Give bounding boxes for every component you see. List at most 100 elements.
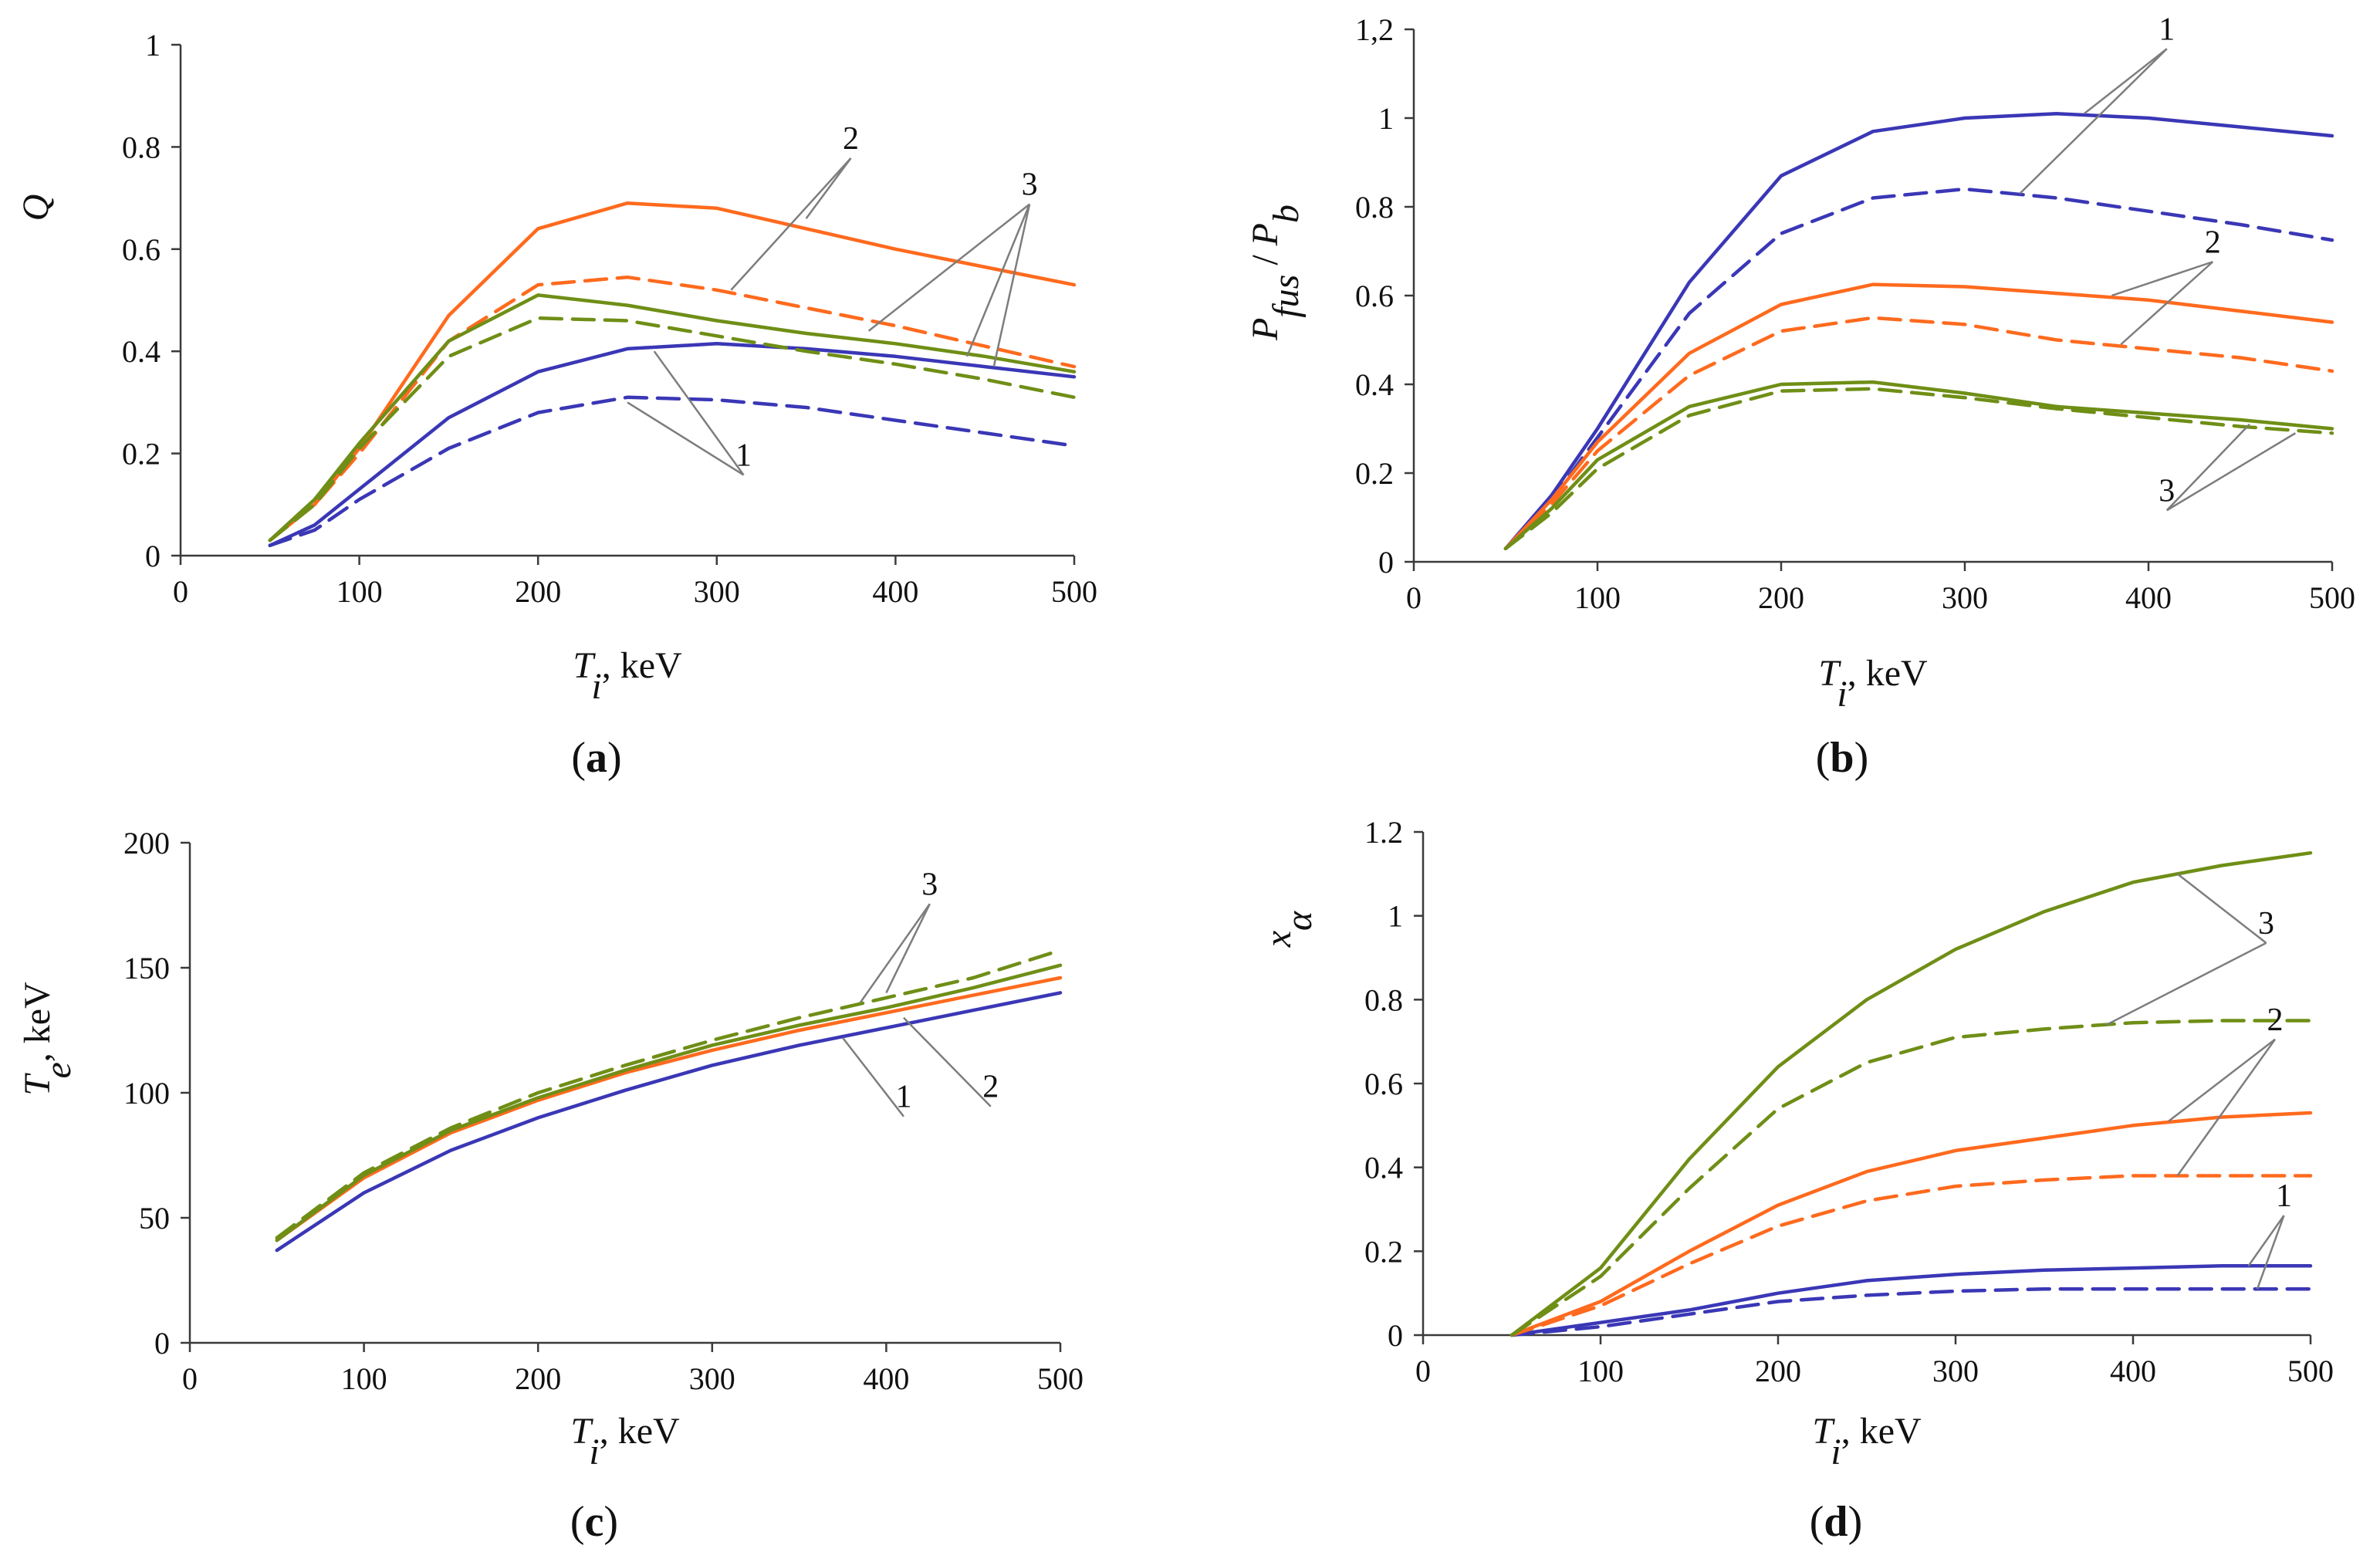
annotation-leader-line — [653, 350, 745, 476]
panel-label-letter: d — [1824, 1498, 1848, 1546]
x-tick-label: 400 — [2125, 580, 2172, 615]
x-axis-title-unit: , keV — [1848, 653, 1928, 694]
series-line-3-dashed — [268, 316, 1077, 543]
curve-label-3: 3 — [2258, 906, 2274, 942]
y-axis-title-sub: e — [38, 1062, 79, 1078]
x-tick-label: 0 — [182, 1361, 198, 1396]
x-tick-label: 0 — [173, 574, 188, 609]
series-line-3-solid — [1509, 850, 2313, 1337]
x-tick-label: 400 — [872, 574, 918, 609]
series-line-1-solid — [1503, 112, 2334, 551]
y-tick-label: 1 — [1378, 101, 1394, 136]
series-line-3-dashed — [1503, 387, 2334, 551]
curve-label-2: 2 — [2267, 1002, 2284, 1038]
curve-label-1: 1 — [735, 438, 752, 473]
annotation-leader-line — [627, 401, 745, 476]
x-tick-label: 500 — [2309, 580, 2355, 615]
x-axis-title-unit: , keV — [1841, 1411, 1922, 1452]
chart-panel-a: 0 100 200 300 400 500 0 0.2 0.4 0.6 0.8 1 Ti, keV Q 1 2… — [15, 28, 1097, 782]
curve-label-3: 3 — [1022, 167, 1038, 203]
y-tick-label: 0.6 — [1355, 279, 1394, 313]
y-tick-label: 0 — [1378, 545, 1394, 580]
panel-label-open-paren: ( — [571, 734, 586, 782]
y-axis-title: Pfus / Pb — [1245, 205, 1307, 341]
series-line-2-dashed — [268, 275, 1077, 543]
series-line-3-dashed — [275, 948, 1063, 1240]
curve-label-2: 2 — [2205, 225, 2221, 260]
y-axis-title-sub: fus — [1266, 275, 1307, 318]
series-line-2-dashed — [1503, 316, 2334, 551]
y-tick-label: 1,2 — [1355, 12, 1394, 47]
panel-label-letter: c — [585, 1498, 604, 1546]
series-line-1-solid — [275, 991, 1063, 1253]
annotation-leader-line — [2165, 423, 2250, 512]
x-tick-label: 500 — [2287, 1354, 2334, 1388]
y-axis-title-sep: / — [1245, 245, 1286, 274]
x-tick-label: 200 — [515, 574, 561, 609]
y-tick-label: 1.2 — [1364, 815, 1403, 850]
panel-label: (c) — [570, 1498, 618, 1546]
y-axis-title-unit: , keV — [17, 982, 58, 1062]
y-tick-label: 0.6 — [1364, 1067, 1403, 1101]
x-tick-label: 500 — [1051, 574, 1097, 609]
x-tick-label: 300 — [694, 574, 740, 609]
y-tick-label: 0.4 — [122, 334, 161, 369]
y-tick-label: 0.6 — [122, 232, 161, 267]
chart-panel-b: 0 100 200 300 400 500 0 0.2 0.4 0.6 0.8 1 1,2 Ti, keV… — [1245, 12, 2355, 782]
y-tick-label: 50 — [139, 1201, 170, 1236]
y-tick-label: 0.8 — [1355, 190, 1394, 225]
y-tick-label: 0.8 — [1364, 982, 1403, 1017]
annotation-leader-line — [2166, 432, 2297, 512]
annotation-leader-line — [2247, 1215, 2285, 1267]
series-line-1-dashed — [1509, 1286, 2313, 1337]
y-axis-title: Q — [15, 194, 56, 221]
x-axis-title-sub: i — [1831, 1432, 1841, 1472]
x-tick-label: 400 — [863, 1361, 909, 1396]
panel-label-close-paren: ) — [1854, 734, 1869, 782]
y-tick-label: 0.4 — [1364, 1151, 1403, 1185]
x-tick-label: 400 — [2110, 1354, 2156, 1388]
curve-label-2: 2 — [982, 1070, 999, 1105]
annotation-leader-line — [885, 903, 931, 993]
x-axis-title-unit: , keV — [600, 1411, 680, 1452]
y-tick-label: 0.2 — [122, 437, 161, 472]
y-tick-label: 1 — [1388, 899, 1403, 934]
annotation-leader-line — [2111, 261, 2213, 297]
annotation-leader-line — [842, 1036, 904, 1117]
series-line-2-solid — [1509, 1111, 2313, 1337]
curve-label-1: 1 — [2159, 12, 2175, 47]
series-line-2-solid — [275, 975, 1063, 1242]
annotation-leader-line — [2120, 261, 2214, 346]
x-tick-label: 100 — [1577, 1354, 1624, 1388]
x-tick-label: 100 — [1574, 580, 1621, 615]
panel-label-close-paren: ) — [603, 1498, 618, 1546]
series-line-3-solid — [268, 293, 1077, 543]
panel-label-open-paren: ( — [1810, 1498, 1824, 1546]
y-tick-label: 0.2 — [1364, 1234, 1403, 1269]
y-tick-label: 100 — [123, 1076, 170, 1111]
x-tick-label: 200 — [515, 1361, 561, 1396]
y-axis-title-sub2: b — [1266, 205, 1307, 223]
x-axis-title: Ti, keV — [1818, 653, 1928, 715]
x-tick-label: 300 — [689, 1361, 735, 1396]
panel-label-letter: a — [586, 734, 607, 782]
series-line-1-dashed — [1503, 187, 2334, 551]
x-axis-title-sub: i — [591, 666, 601, 707]
annotation-leader-line — [2168, 1038, 2276, 1122]
y-axis-title-main2: P — [1245, 223, 1286, 246]
y-axis-title-main: P — [1245, 318, 1286, 341]
series-line-1-solid — [268, 342, 1077, 548]
x-axis-title-sub: i — [589, 1432, 599, 1472]
annotation-leader-line — [859, 903, 931, 1004]
y-tick-label: 200 — [123, 826, 170, 860]
x-tick-label: 0 — [1415, 1354, 1431, 1388]
panel-label-close-paren: ) — [1848, 1498, 1863, 1546]
y-axis-title: Te, keV — [17, 982, 79, 1096]
curve-label-1: 1 — [2276, 1178, 2292, 1214]
y-tick-label: 150 — [123, 951, 170, 986]
annotation-leader-line — [2019, 48, 2168, 194]
x-axis-title: Ti, keV — [570, 1411, 680, 1472]
y-tick-label: 0 — [145, 539, 161, 573]
x-axis-title-unit: , keV — [602, 645, 682, 686]
